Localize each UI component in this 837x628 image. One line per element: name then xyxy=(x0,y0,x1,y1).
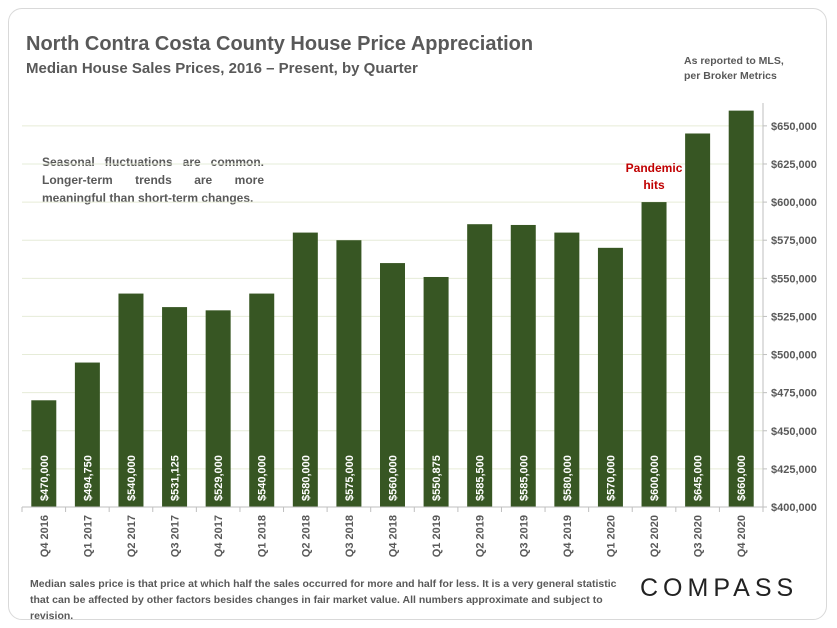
data-label: $645,000 xyxy=(693,455,705,501)
bar xyxy=(292,232,318,507)
x-tick-label: Q2 2020 xyxy=(649,515,661,557)
bar xyxy=(423,276,449,507)
y-tick-label: $400,000 xyxy=(771,502,817,514)
bar xyxy=(554,232,580,507)
footnote: Median sales price is that price at whic… xyxy=(30,578,617,622)
source-line-1: As reported to MLS, xyxy=(684,55,784,67)
x-tick-label: Q2 2017 xyxy=(126,515,138,557)
data-label: $580,000 xyxy=(300,455,312,501)
data-label: $585,000 xyxy=(518,455,530,501)
bar xyxy=(685,133,711,507)
data-label: $540,000 xyxy=(257,455,269,501)
chart-title: North Contra Costa County House Price Ap… xyxy=(26,33,534,55)
bar xyxy=(31,400,57,507)
data-label: $470,000 xyxy=(39,455,51,501)
chart-subtitle: Median House Sales Prices, 2016 – Presen… xyxy=(26,60,418,77)
bars xyxy=(31,110,754,507)
seasonal-note: Seasonal fluctuations are common. Longer… xyxy=(42,155,264,205)
x-tick-label: Q2 2019 xyxy=(475,515,487,557)
x-tick-label: Q2 2018 xyxy=(300,515,312,557)
bar xyxy=(467,224,493,507)
axes xyxy=(21,103,767,512)
x-tick-label: Q1 2017 xyxy=(82,515,94,557)
annotation-line-2: hits xyxy=(643,178,665,192)
y-tick-label: $525,000 xyxy=(771,311,817,323)
bar xyxy=(641,202,667,507)
x-tick-label: Q4 2019 xyxy=(562,515,574,557)
data-label: $531,125 xyxy=(170,455,182,501)
bar xyxy=(510,224,536,507)
bar xyxy=(597,247,623,507)
data-label: $494,750 xyxy=(82,455,94,501)
y-tick-label: $625,000 xyxy=(771,159,817,171)
compass-logo: COMPASS xyxy=(640,574,799,602)
x-tick-label: Q3 2017 xyxy=(170,515,182,557)
x-tick-label: Q4 2016 xyxy=(39,515,51,557)
source-line-2: per Broker Metrics xyxy=(684,70,777,82)
data-label: $600,000 xyxy=(649,455,661,501)
data-label: $580,000 xyxy=(562,455,574,501)
x-tick-label: Q1 2020 xyxy=(605,515,617,557)
x-tick-label: Q4 2020 xyxy=(736,515,748,557)
x-tick-label: Q3 2020 xyxy=(693,515,705,557)
data-label: $585,500 xyxy=(475,455,487,501)
x-tick-label: Q1 2018 xyxy=(257,515,269,557)
data-label: $575,000 xyxy=(344,455,356,501)
y-tick-label: $500,000 xyxy=(771,350,817,362)
x-tick-label: Q1 2019 xyxy=(431,515,443,557)
y-tick-label: $600,000 xyxy=(771,197,817,209)
bar xyxy=(380,263,405,507)
data-label: $550,875 xyxy=(431,455,443,501)
y-tick-label: $450,000 xyxy=(771,426,817,438)
y-tick-label: $550,000 xyxy=(771,273,817,285)
bar xyxy=(249,293,275,507)
data-label: $529,000 xyxy=(213,455,225,501)
x-tick-label: Q3 2018 xyxy=(344,515,356,557)
y-tick-label: $575,000 xyxy=(771,235,817,247)
data-label: $570,000 xyxy=(605,455,617,501)
data-label: $660,000 xyxy=(736,455,748,501)
data-label: $540,000 xyxy=(126,455,138,501)
bar xyxy=(336,240,362,507)
x-tick-label: Q4 2017 xyxy=(213,515,225,557)
x-tick-label: Q3 2019 xyxy=(518,515,530,557)
data-label: $560,000 xyxy=(388,455,400,501)
y-tick-label: $650,000 xyxy=(771,121,817,133)
bar xyxy=(162,307,188,507)
y-tick-label: $425,000 xyxy=(771,464,817,476)
source-note: As reported to MLS, per Broker Metrics xyxy=(684,54,784,84)
y-tick-label: $475,000 xyxy=(771,388,817,400)
bar xyxy=(118,293,144,507)
bar xyxy=(728,110,754,507)
labels: $400,000 $425,000 $450,000 $475,000 $500,000… xyxy=(39,121,817,557)
annotation-line-1: Pandemic xyxy=(626,161,683,175)
bar xyxy=(74,362,100,507)
bar xyxy=(205,310,231,507)
x-tick-label: Q4 2018 xyxy=(388,515,400,557)
